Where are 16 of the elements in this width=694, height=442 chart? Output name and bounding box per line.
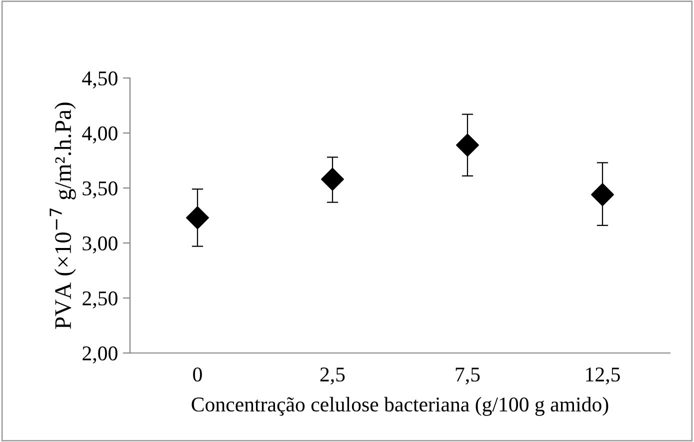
- y-axis-title: PVA (×10$^{−7}$ g/m².h.Pa): [50, 102, 76, 329]
- x-tick-label: 0: [193, 367, 202, 382]
- y-tick-label: 4,50: [82, 71, 118, 88]
- y-tick-label: 3,50: [82, 181, 118, 198]
- x-axis-title: Concentração celulose bacteriana (g/100 g amido): [192, 396, 608, 416]
- y-tick-label: 2,00: [82, 346, 118, 364]
- point: [321, 168, 344, 191]
- point: [456, 134, 479, 157]
- y-tick-label: 3,00: [82, 236, 118, 254]
- x-tick-label: 7,5: [456, 368, 480, 385]
- point: [186, 206, 209, 230]
- y-tick-label: 2,50: [82, 291, 118, 308]
- x-tick-label: 12,5: [586, 368, 620, 385]
- x-tick-label: 2,5: [320, 368, 345, 385]
- y-tick-label: 4,00: [82, 126, 118, 144]
- point: [591, 183, 614, 206]
